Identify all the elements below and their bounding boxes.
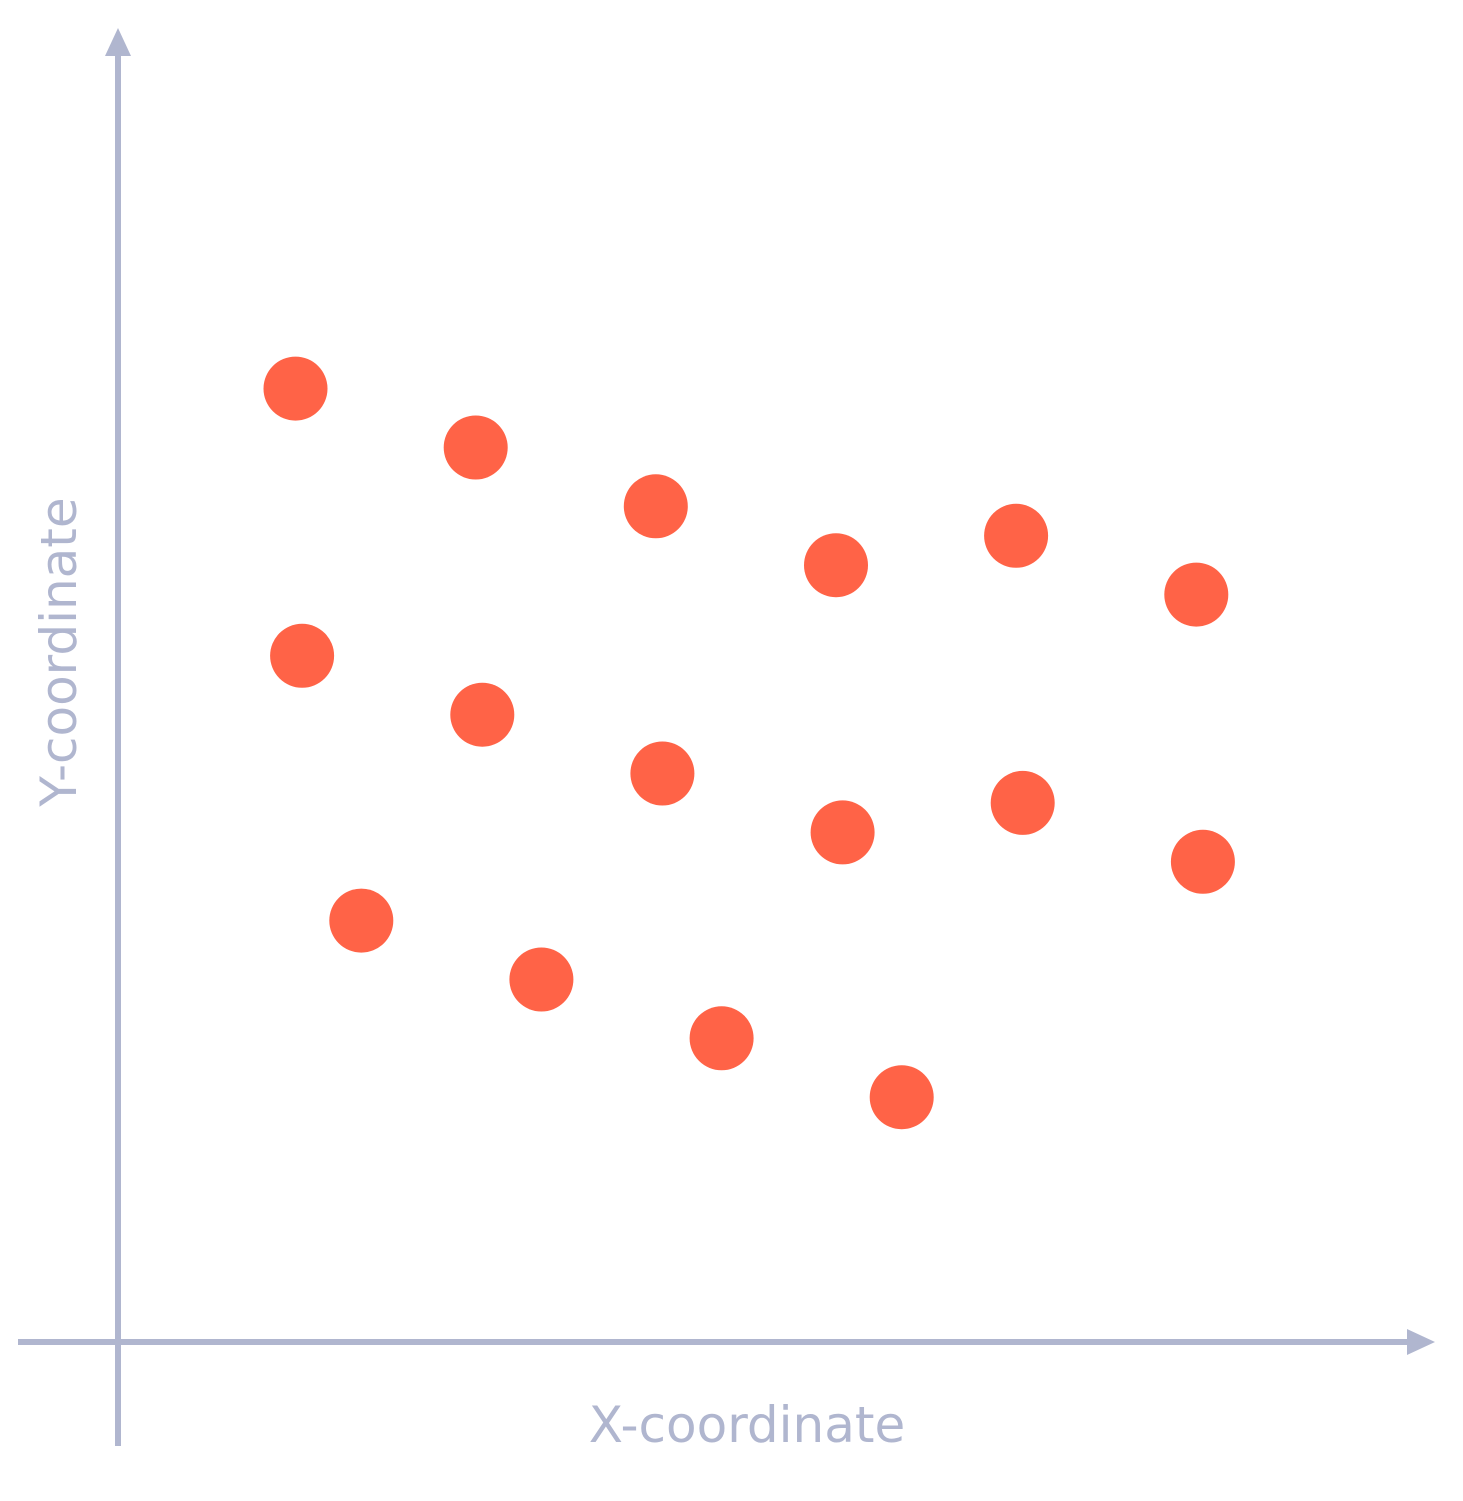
data-point — [450, 682, 515, 747]
data-point — [984, 503, 1049, 568]
data-points — [263, 356, 1235, 1130]
data-point — [329, 888, 394, 953]
data-point — [630, 741, 695, 806]
data-point — [869, 1065, 934, 1130]
data-point — [804, 533, 868, 598]
data-point — [1164, 562, 1229, 627]
data-point — [263, 356, 328, 421]
data-point — [270, 623, 335, 688]
data-point — [1170, 829, 1235, 894]
data-point — [810, 800, 875, 865]
y-axis-label: Y-coordinate — [30, 497, 88, 807]
data-point — [623, 474, 688, 539]
y-axis-arrow-icon — [105, 28, 131, 56]
axes — [18, 28, 1435, 1446]
data-point — [689, 1006, 754, 1071]
x-axis-label: X-coordinate — [589, 1396, 905, 1454]
data-point — [990, 770, 1055, 835]
data-point — [509, 947, 574, 1012]
data-point — [443, 415, 508, 480]
x-axis-arrow-icon — [1407, 1329, 1435, 1355]
